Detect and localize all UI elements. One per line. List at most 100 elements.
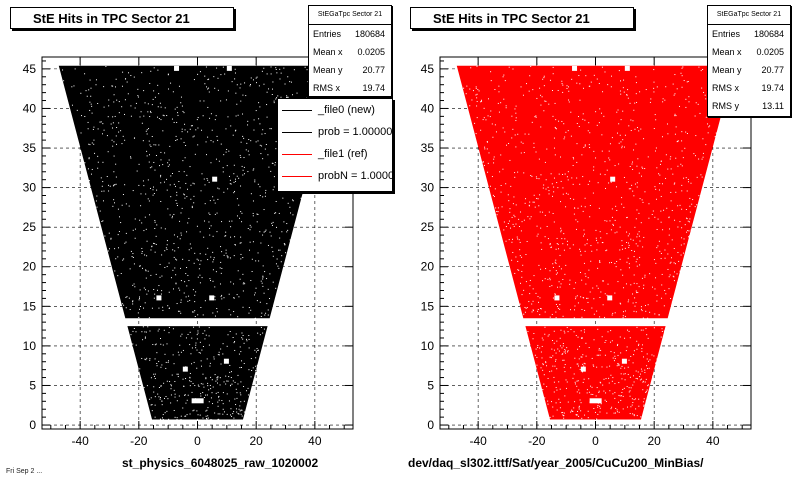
speckle-dot [153,288,155,290]
speckle-dot [678,260,680,262]
speckle-dot [234,190,236,192]
speckle-dot [258,260,260,262]
speckle-dot [542,364,544,366]
speckle-dot [524,133,526,135]
speckle-dot [204,300,206,302]
speckle-dot [149,398,151,400]
speckle-dot [272,281,274,283]
speckle-dot [674,133,676,135]
speckle-dot [576,391,578,393]
speckle-dot [502,127,504,129]
speckle-dot [154,404,156,406]
speckle-dot [579,183,581,185]
legend-label: _file1 (ref) [318,148,368,160]
speckle-dot [95,79,97,81]
speckle-dot [500,102,502,104]
speckle-dot [192,182,194,184]
y-tick-label: 15 [23,299,37,313]
speckle-dot [542,363,544,365]
speckle-dot [566,87,568,89]
footer-stamp: Fri Sep 2 ... [6,468,43,475]
speckle-dot [135,331,137,333]
speckle-dot [218,351,220,353]
speckle-dot [702,156,704,158]
speckle-dot [157,69,159,71]
speckle-dot [143,115,145,117]
speckle-dot [511,216,513,218]
speckle-dot [474,122,476,124]
speckle-dot [201,349,203,351]
x-tick-label: 40 [706,434,720,448]
speckle-dot [604,354,606,356]
speckle-dot [636,378,638,380]
speckle-dot [611,208,613,210]
speckle-dot [219,283,221,285]
speckle-dot [587,297,589,299]
speckle-dot [599,411,601,413]
speckle-dot [200,190,202,192]
speckle-dot [539,194,541,196]
speckle-dot [629,102,631,104]
panel-1-stats-row: Mean y 20.77 [309,61,391,79]
speckle-dot [251,258,253,260]
speckle-dot [620,80,622,82]
speckle-dot [631,184,633,186]
speckle-dot [180,234,182,236]
speckle-dot [698,158,700,160]
speckle-dot [102,123,104,125]
speckle-dot [685,177,687,179]
speckle-dot [660,252,662,254]
x-tick-label: -20 [130,434,148,448]
speckle-dot [619,90,621,92]
speckle-dot [162,309,164,311]
speckle-dot [604,399,606,401]
speckle-dot [193,262,195,264]
speckle-dot [679,105,681,107]
speckle-dot [258,118,260,120]
speckle-dot [683,80,685,82]
speckle-dot [130,334,132,336]
panel-1-stats-row: Mean x 0.0205 [309,43,391,61]
speckle-dot [594,411,596,413]
speckle-dot [527,331,529,333]
speckle-dot [600,382,602,384]
speckle-dot [541,337,543,339]
speckle-dot [511,137,513,139]
stat-value: 19.74 [362,83,385,93]
speckle-dot [200,260,202,262]
speckle-dot [480,99,482,101]
speckle-dot [572,183,574,185]
speckle-dot [693,153,695,155]
speckle-dot [618,70,620,72]
speckle-dot [616,365,618,367]
speckle-dot [99,210,101,212]
speckle-dot [658,189,660,191]
speckle-dot [641,199,643,201]
speckle-dot [558,398,560,400]
speckle-dot [508,142,510,144]
speckle-dot [666,207,668,209]
speckle-dot [622,87,624,89]
speckle-dot [202,346,204,348]
speckle-dot [618,382,620,384]
speckle-dot [280,72,282,74]
speckle-dot [243,282,245,284]
panel-1-legend: _file0 (new) prob = 1.000000 _file1 (ref… [277,98,393,192]
speckle-dot [267,288,269,290]
speckle-dot [561,83,563,85]
speckle-dot [262,129,264,131]
speckle-dot [586,243,588,245]
speckle-dot [529,218,531,220]
speckle-dot [684,147,686,149]
speckle-dot [167,398,169,400]
speckle-dot [585,283,587,285]
x-tick-label: 20 [647,434,661,448]
speckle-dot [599,108,601,110]
speckle-dot [632,362,634,364]
speckle-dot [89,144,91,146]
speckle-dot [532,288,534,290]
speckle-dot [633,256,635,258]
speckle-dot [606,233,608,235]
speckle-dot [242,135,244,137]
speckle-dot [536,364,538,366]
